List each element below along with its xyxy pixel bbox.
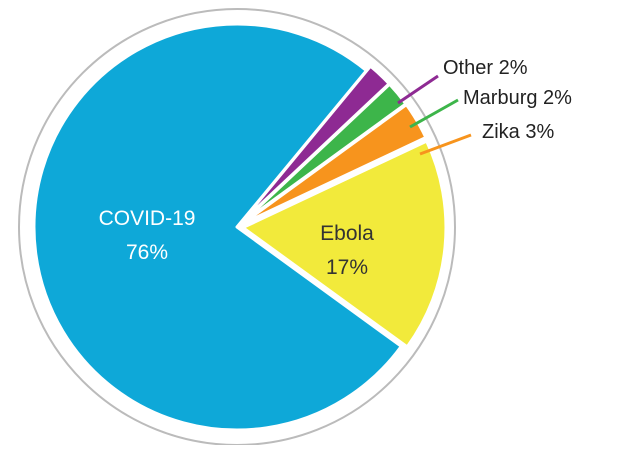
slice-value-ebola: 17%	[326, 256, 368, 279]
pie-slice-covid-19	[32, 22, 403, 432]
slice-value-covid-19: 76%	[126, 241, 168, 264]
leader-line-other	[397, 74, 439, 105]
slice-label-other: Other 2%	[443, 57, 528, 79]
pie-slice-ebola	[241, 139, 448, 349]
slice-label-covid-19: COVID-19	[99, 207, 196, 230]
leader-line-marburg	[409, 98, 459, 129]
slice-label-marburg: Marburg 2%	[463, 87, 572, 109]
leader-line-zika	[419, 133, 472, 156]
pie-slice-zika	[240, 103, 428, 226]
slice-label-zika: Zika 3%	[482, 121, 554, 143]
slice-label-ebola: Ebola	[320, 222, 374, 245]
